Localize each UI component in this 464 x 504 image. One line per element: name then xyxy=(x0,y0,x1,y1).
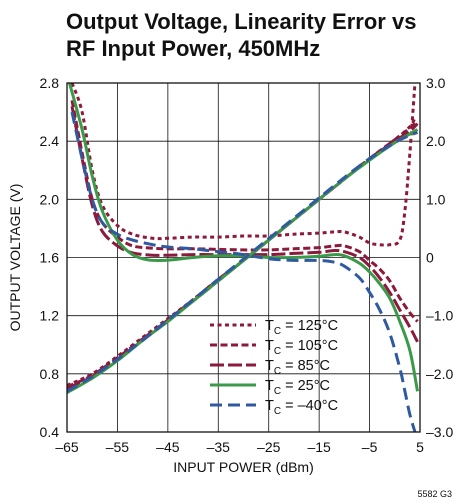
x-tick-label: –5 xyxy=(362,439,378,455)
series-line-9 xyxy=(67,130,419,393)
y-axis-label: OUTPUT VOLTAGE (V) xyxy=(7,184,23,332)
legend: TC = 125°CTC = 105°CTC = 85°CTC = 25°CTC… xyxy=(210,318,338,417)
chart-grid xyxy=(67,83,420,432)
legend-label: TC = 105°C xyxy=(265,338,338,357)
plot-frame xyxy=(66,82,421,433)
x-axis-label: INPUT POWER (dBm) xyxy=(173,459,314,475)
chart-title-line-2: RF Input Power, 450MHz xyxy=(66,36,321,61)
y-tick-label: 2.8 xyxy=(40,75,60,91)
y2-tick-label: 1.0 xyxy=(426,191,446,207)
y-tick-label: 2.4 xyxy=(40,133,60,149)
series-line-4 xyxy=(70,111,417,433)
legend-label: TC = –40°C xyxy=(265,398,338,417)
y2-tick-label: 0 xyxy=(426,250,434,266)
legend-label: TC = 125°C xyxy=(265,318,338,337)
legend-label: TC = 25°C xyxy=(265,378,330,397)
y2-tick-label: –3.0 xyxy=(426,424,453,440)
chart-title-line-1: Output Voltage, Linearity Error vs xyxy=(66,9,417,34)
y-tick-label: 2.0 xyxy=(40,191,60,207)
x-tick-label: 5 xyxy=(416,439,424,455)
x-axis-ticks: –65 –55 –45 –35 –25 –15 –5 5 xyxy=(55,439,424,455)
series-line-2 xyxy=(70,106,419,343)
y2-tick-label: –1.0 xyxy=(426,308,453,324)
series-line-5 xyxy=(67,117,417,387)
x-tick-label: –65 xyxy=(55,439,79,455)
x-tick-label: –25 xyxy=(257,439,281,455)
y2-tick-label: –2.0 xyxy=(426,366,453,382)
y-tick-label: 0.8 xyxy=(40,366,60,382)
x-tick-label: –55 xyxy=(106,439,130,455)
y2-tick-label: 2.0 xyxy=(426,133,446,149)
y-axis-ticks: 0.4 0.8 1.2 1.6 2.0 2.4 2.8 xyxy=(40,75,60,440)
x-tick-label: –45 xyxy=(156,439,180,455)
y-tick-label: 1.6 xyxy=(40,250,60,266)
chart-series xyxy=(67,82,419,433)
figure-code: 5582 G3 xyxy=(417,489,452,499)
y2-axis-ticks: –3.0 –2.0 –1.0 0 1.0 2.0 3.0 xyxy=(426,75,453,440)
y-tick-label: 0.4 xyxy=(40,424,60,440)
legend-label: TC = 85°C xyxy=(265,358,330,377)
y-tick-label: 1.2 xyxy=(40,308,60,324)
chart-title: Output Voltage, Linearity Error vs RF In… xyxy=(66,8,446,62)
y2-tick-label: 3.0 xyxy=(426,75,446,91)
series-line-0 xyxy=(70,82,417,247)
x-tick-label: –35 xyxy=(207,439,231,455)
x-tick-label: –15 xyxy=(307,439,331,455)
